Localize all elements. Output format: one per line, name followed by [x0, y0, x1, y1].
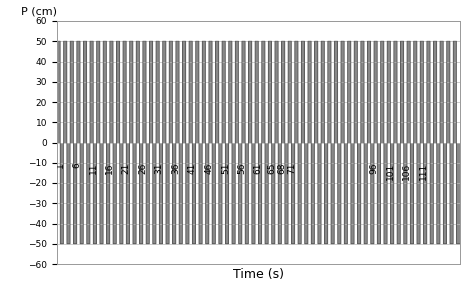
Text: 6: 6 [72, 163, 81, 169]
Text: P (cm): P (cm) [21, 6, 56, 16]
Text: 21: 21 [122, 163, 131, 174]
Text: 51: 51 [221, 163, 230, 174]
Text: 36: 36 [171, 163, 180, 174]
Text: 111: 111 [419, 163, 428, 180]
Text: 96: 96 [369, 163, 378, 174]
Text: 68: 68 [277, 163, 286, 174]
Text: 41: 41 [188, 163, 197, 174]
Text: 1: 1 [55, 163, 64, 169]
Text: 106: 106 [402, 163, 411, 180]
X-axis label: Time (s): Time (s) [233, 268, 284, 281]
Text: 71: 71 [287, 163, 296, 174]
Text: 11: 11 [89, 163, 98, 174]
Text: 16: 16 [105, 163, 114, 174]
Text: 65: 65 [267, 163, 276, 174]
Text: 56: 56 [237, 163, 246, 174]
Text: 46: 46 [204, 163, 213, 174]
Text: 26: 26 [138, 163, 147, 174]
Text: 61: 61 [254, 163, 263, 174]
Text: 101: 101 [386, 163, 395, 180]
Text: 31: 31 [155, 163, 164, 174]
